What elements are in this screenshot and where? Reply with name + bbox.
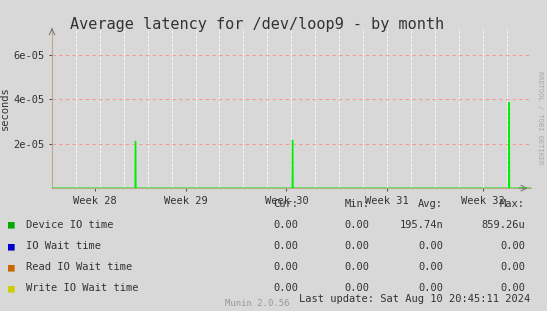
Text: 0.00: 0.00 (273, 241, 298, 251)
Text: 0.00: 0.00 (273, 220, 298, 230)
Text: Cur:: Cur: (273, 199, 298, 209)
Text: Average latency for /dev/loop9 - by month: Average latency for /dev/loop9 - by mont… (70, 17, 444, 32)
Text: 0.00: 0.00 (418, 283, 443, 293)
Text: Read IO Wait time: Read IO Wait time (26, 262, 132, 272)
Text: ■: ■ (8, 220, 15, 230)
Text: 0.00: 0.00 (500, 283, 525, 293)
Text: Munin 2.0.56: Munin 2.0.56 (225, 299, 289, 308)
Text: Write IO Wait time: Write IO Wait time (26, 283, 138, 293)
Text: Last update: Sat Aug 10 20:45:11 2024: Last update: Sat Aug 10 20:45:11 2024 (299, 294, 531, 304)
Text: 0.00: 0.00 (418, 262, 443, 272)
Text: 0.00: 0.00 (344, 220, 369, 230)
Text: 0.00: 0.00 (344, 262, 369, 272)
Text: 0.00: 0.00 (344, 283, 369, 293)
Text: RRDTOOL / TOBI OETIKER: RRDTOOL / TOBI OETIKER (537, 72, 543, 165)
Text: 0.00: 0.00 (273, 262, 298, 272)
Text: Device IO time: Device IO time (26, 220, 113, 230)
Text: IO Wait time: IO Wait time (26, 241, 101, 251)
Text: 0.00: 0.00 (273, 283, 298, 293)
Text: 0.00: 0.00 (344, 241, 369, 251)
Y-axis label: seconds: seconds (1, 86, 10, 130)
Text: Max:: Max: (500, 199, 525, 209)
Text: 195.74n: 195.74n (399, 220, 443, 230)
Text: 0.00: 0.00 (418, 241, 443, 251)
Text: ■: ■ (8, 283, 15, 293)
Text: 0.00: 0.00 (500, 241, 525, 251)
Text: Avg:: Avg: (418, 199, 443, 209)
Text: 0.00: 0.00 (500, 262, 525, 272)
Text: ■: ■ (8, 241, 15, 251)
Text: Min:: Min: (344, 199, 369, 209)
Text: 859.26u: 859.26u (481, 220, 525, 230)
Text: ■: ■ (8, 262, 15, 272)
